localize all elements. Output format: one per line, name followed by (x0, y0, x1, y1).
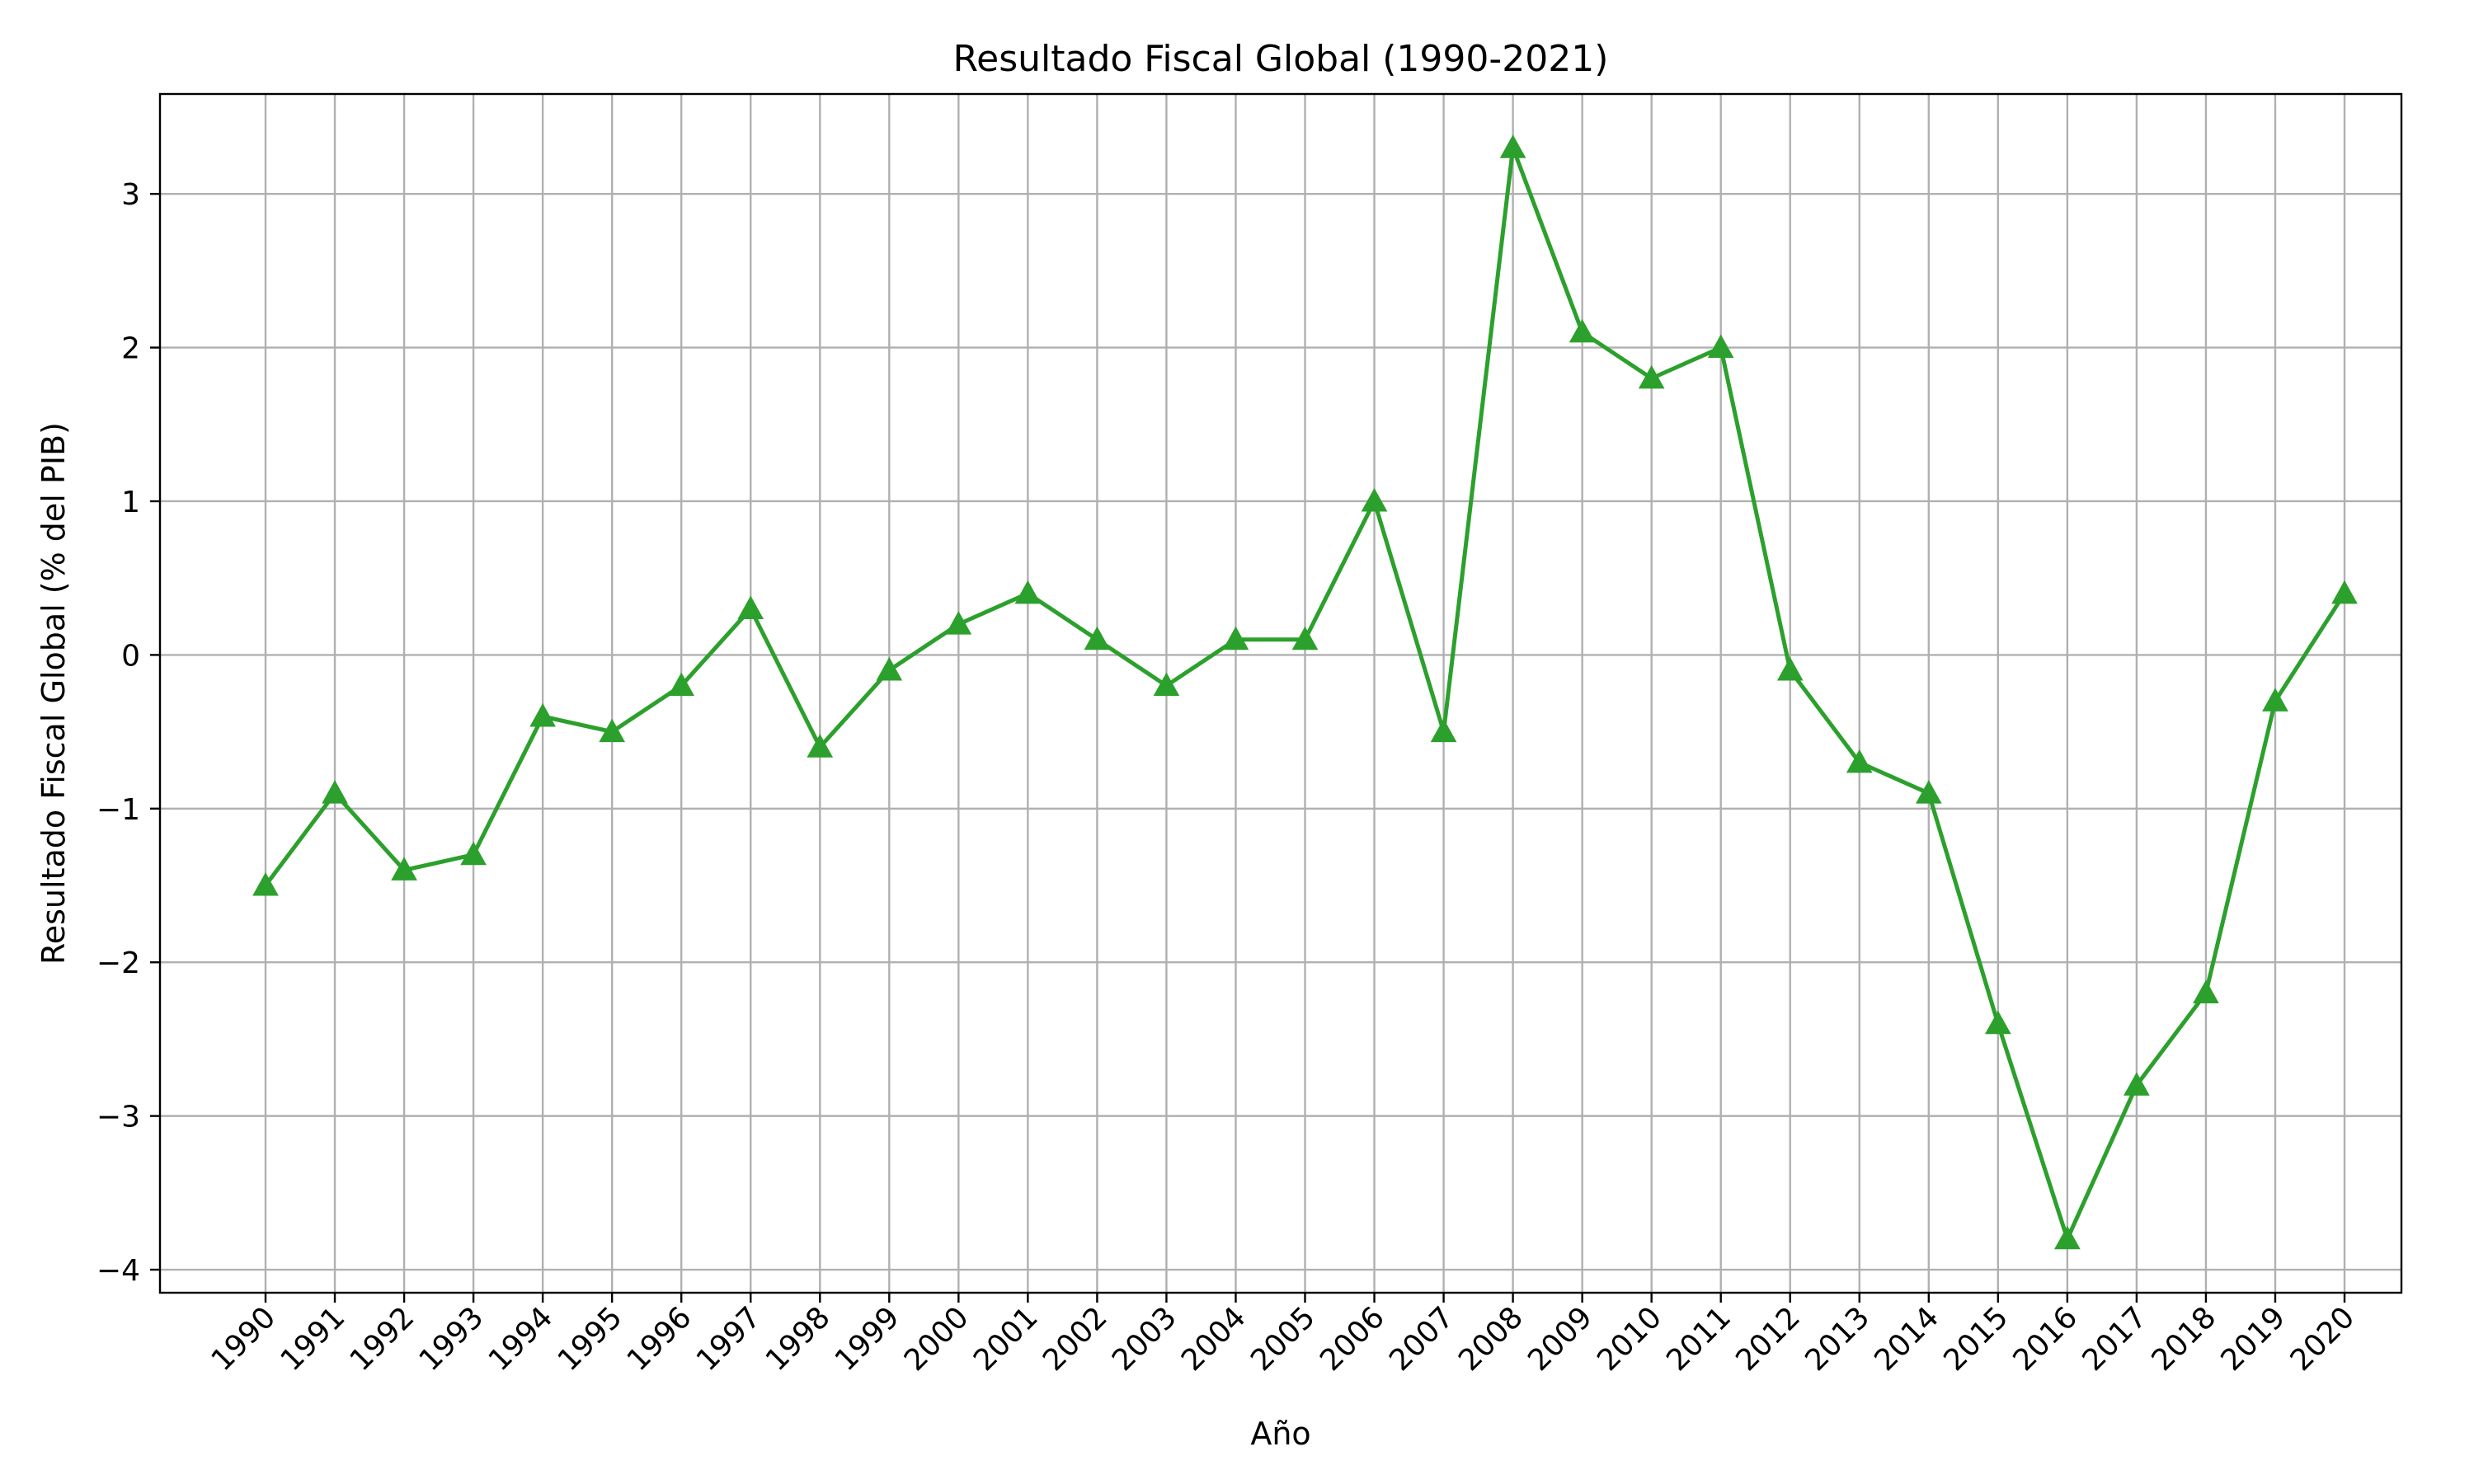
series-markers (252, 134, 2358, 1250)
data-point-marker (322, 780, 348, 804)
data-point-marker (2262, 688, 2288, 711)
data-point-marker (460, 841, 487, 866)
data-point-marker (1430, 718, 1457, 743)
data-point-marker (876, 657, 903, 681)
data-point-marker (1707, 334, 1734, 359)
data-point-marker (1846, 749, 1873, 773)
data-point-marker (1153, 672, 1180, 697)
data-point-marker (529, 702, 556, 727)
data-point-marker (1222, 626, 1249, 650)
data-point-marker (599, 718, 626, 743)
data-point-marker (737, 595, 764, 619)
data-point-marker (2331, 580, 2358, 604)
y-axis-label: Resultado Fiscal Global (% del PIB) (35, 422, 72, 965)
data-point-marker (1569, 318, 1596, 343)
data-point-marker (2124, 1072, 2150, 1096)
data-point-marker (1984, 1010, 2011, 1035)
y-tick-label: −4 (96, 1254, 140, 1288)
y-tick-label: 3 (121, 178, 140, 212)
y-tick-label: 2 (121, 332, 140, 366)
y-tick-label: −3 (96, 1101, 140, 1134)
data-point-marker (668, 672, 695, 697)
data-point-marker (2054, 1225, 2081, 1250)
y-tick-label: −1 (96, 793, 140, 827)
plot-frame (158, 92, 2403, 1294)
data-point-marker (1915, 780, 1942, 804)
y-tick-label: 1 (121, 486, 140, 519)
data-point-marker (391, 857, 417, 881)
data-point-marker (1291, 626, 1319, 650)
data-point-marker (252, 871, 279, 896)
data-point-marker (1776, 657, 1804, 681)
data-point-marker (2193, 979, 2219, 1003)
data-point-marker (1638, 364, 1665, 389)
data-point-marker (1499, 134, 1526, 158)
data-point-marker (1361, 487, 1388, 512)
y-tick-label: 0 (121, 639, 140, 673)
y-axis-ticks: −4 −3 −2 −1 0 1 2 3 (96, 178, 160, 1288)
data-point-marker (1014, 580, 1042, 604)
data-point-marker (945, 611, 972, 635)
chart-title: Resultado Fiscal Global (1990-2021) (953, 38, 1609, 80)
x-axis-label: Año (1250, 1416, 1310, 1452)
y-tick-label: −2 (96, 946, 140, 980)
data-point-marker (807, 734, 834, 758)
data-point-marker (1084, 626, 1111, 650)
